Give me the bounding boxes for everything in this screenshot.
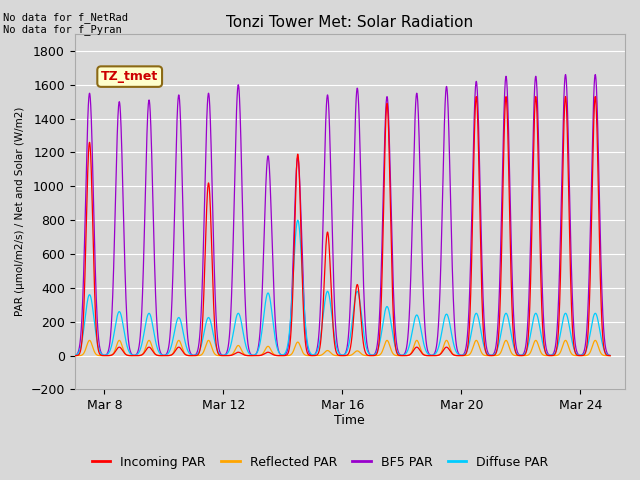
Text: No data for f_NetRad: No data for f_NetRad bbox=[3, 12, 128, 23]
Title: Tonzi Tower Met: Solar Radiation: Tonzi Tower Met: Solar Radiation bbox=[227, 15, 474, 30]
Text: TZ_tmet: TZ_tmet bbox=[101, 70, 158, 83]
X-axis label: Time: Time bbox=[335, 414, 365, 427]
Legend: Incoming PAR, Reflected PAR, BF5 PAR, Diffuse PAR: Incoming PAR, Reflected PAR, BF5 PAR, Di… bbox=[86, 451, 554, 474]
Text: No data for f_Pyran: No data for f_Pyran bbox=[3, 24, 122, 35]
Y-axis label: PAR (μmol/m2/s) / Net and Solar (W/m2): PAR (μmol/m2/s) / Net and Solar (W/m2) bbox=[15, 107, 25, 316]
